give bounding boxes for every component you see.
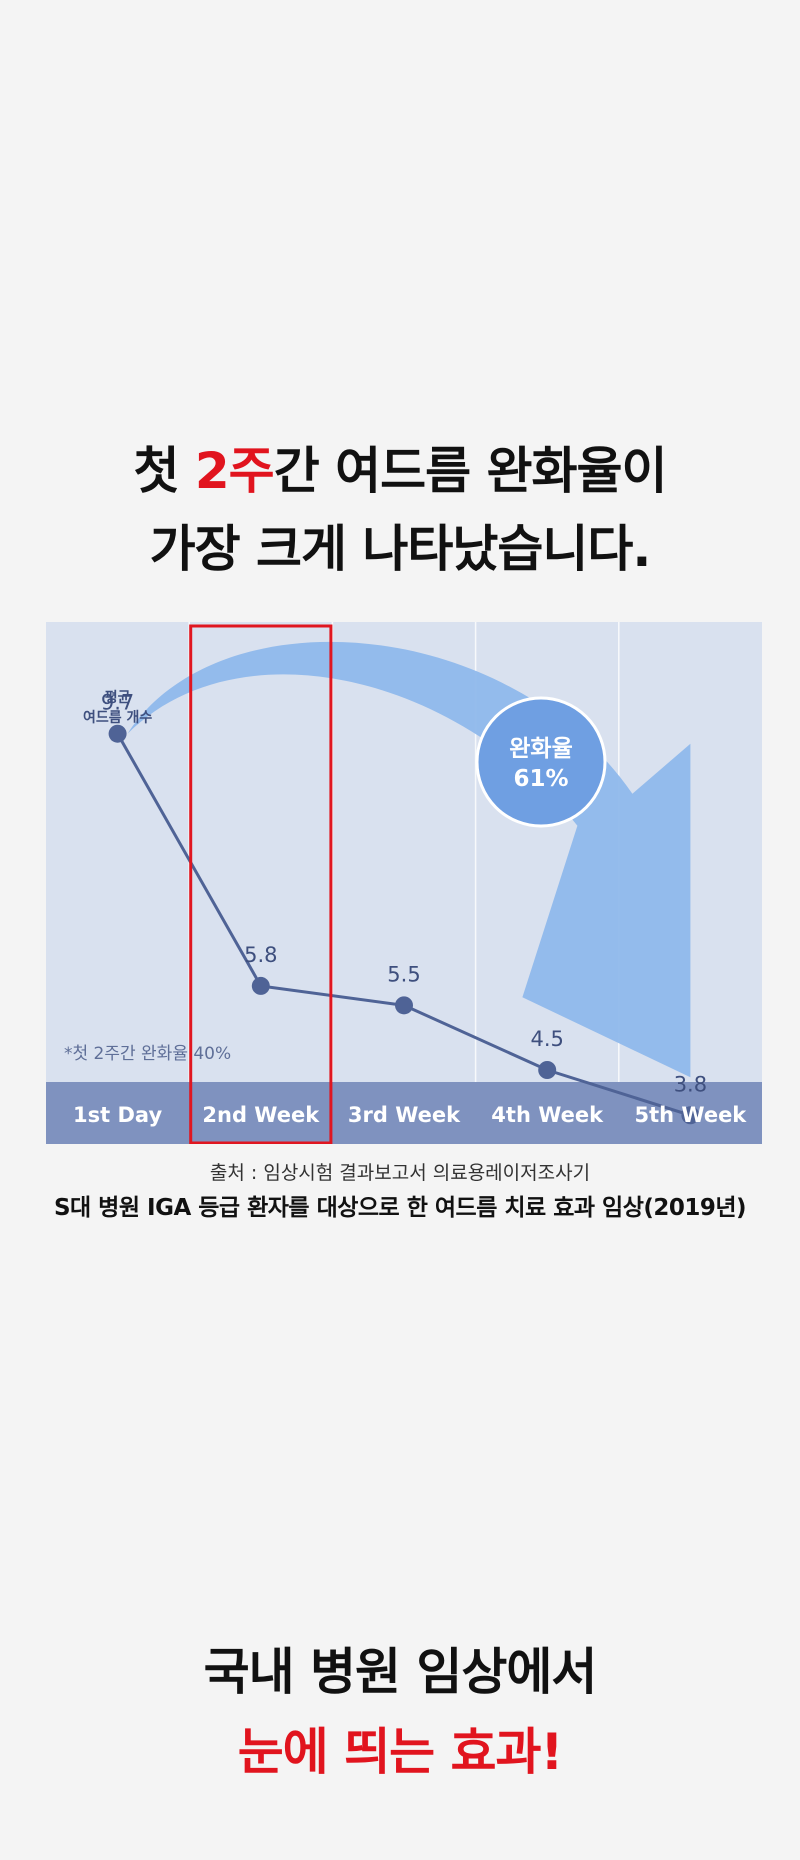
y-axis-label-line2: 여드름 개수 <box>83 709 152 726</box>
data-point <box>681 1106 700 1125</box>
data-point <box>395 996 413 1015</box>
badge-label: 완화율 <box>509 736 572 762</box>
data-point <box>108 724 127 743</box>
headline-top: 첫 2주간 여드름 완화율이 가장 크게 나타났습니다. <box>0 432 800 588</box>
data-label: 9.7 <box>101 691 134 715</box>
data-label: 5.5 <box>387 962 420 986</box>
x-tick-label: 3rd Week <box>348 1103 461 1127</box>
headline-bottom-line2: 눈에 띄는 효과! <box>237 1723 564 1781</box>
y-axis-label-line1: 평균 <box>105 689 131 706</box>
headline-top-suffix: 간 여드름 완화율이 <box>273 442 668 500</box>
x-tick-label: 4th Week <box>491 1103 604 1127</box>
headline-top-line2: 가장 크게 나타났습니다. <box>149 520 652 578</box>
x-axis-band <box>46 1082 762 1144</box>
data-point <box>538 1061 557 1079</box>
highlight-box <box>189 624 333 1144</box>
badge-value: 61% <box>513 766 568 792</box>
reduction-rate-badge <box>475 696 607 828</box>
headline-top-line1: 첫 2주간 여드름 완화율이 <box>0 432 800 510</box>
headline-top-prefix: 첫 <box>133 442 195 500</box>
x-tick-label: 2nd Week <box>202 1103 320 1127</box>
study-description: S대 병원 IGA 등급 환자를 대상으로 한 여드름 치료 효과 임상(201… <box>53 1195 747 1221</box>
source-note: 출처 : 임상시험 결과보고서 의료용레이저조사기 <box>209 1162 591 1184</box>
data-point <box>251 976 270 995</box>
headline-top-emphasis: 2주 <box>194 442 275 500</box>
two-week-annotation: *첫 2주간 완화율 40% <box>64 1044 231 1064</box>
data-label: 4.5 <box>530 1027 563 1051</box>
x-tick-label: 1st Day <box>73 1103 162 1127</box>
x-tick-label: 5th Week <box>635 1103 748 1127</box>
data-label: 5.8 <box>244 943 277 967</box>
headline-bottom: 국내 병원 임상에서 눈에 띄는 효과! <box>0 1632 800 1792</box>
data-label: 3.8 <box>674 1072 707 1096</box>
headline-bottom-line1: 국내 병원 임상에서 <box>203 1643 598 1701</box>
